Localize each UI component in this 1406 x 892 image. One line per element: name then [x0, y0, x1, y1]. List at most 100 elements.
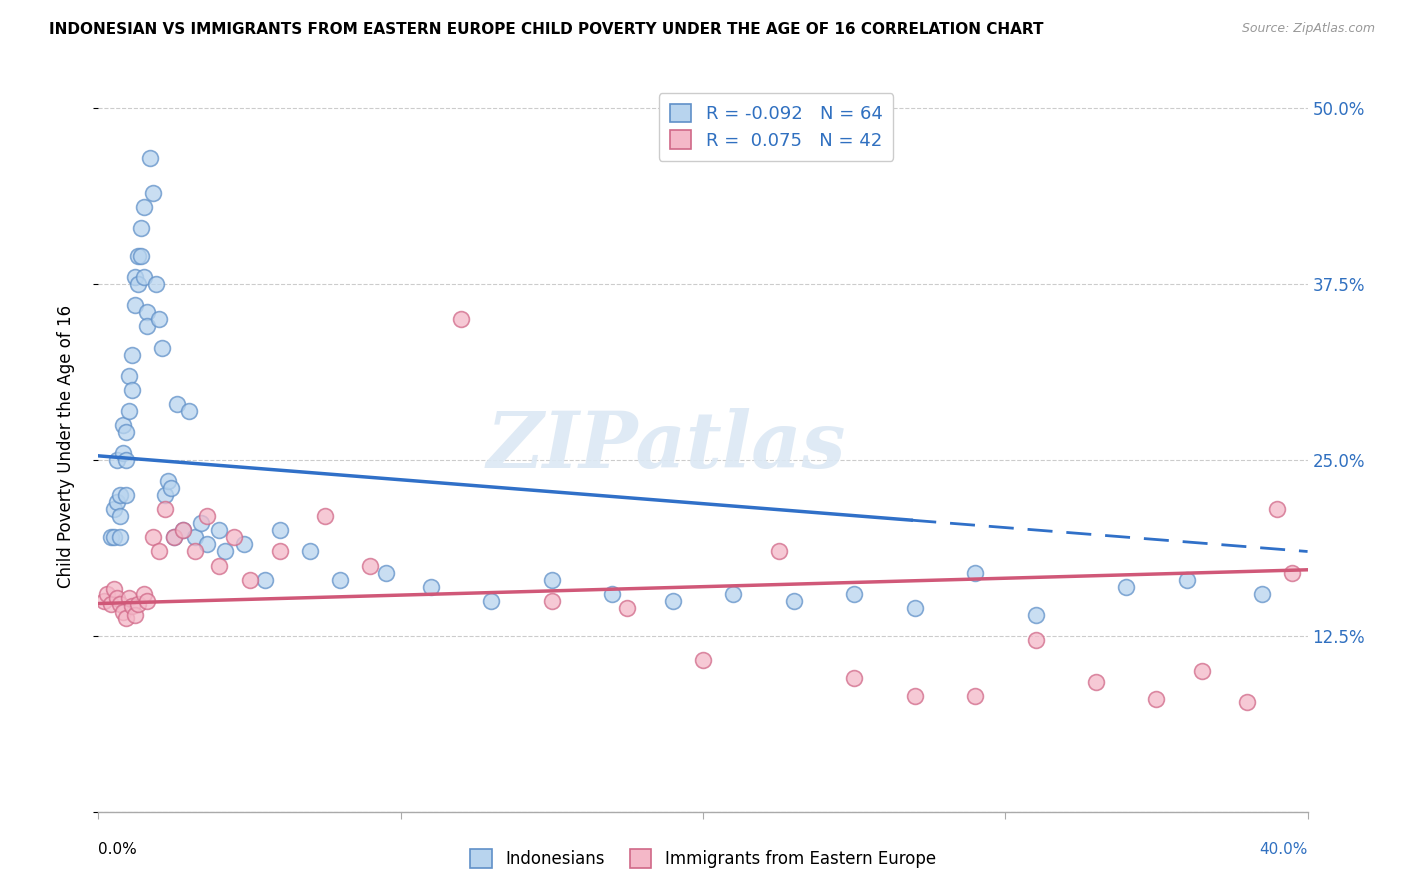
Point [153, 488, 176, 502]
Point [184, 544, 207, 558]
Point [127, 249, 149, 263]
Point [1085, 675, 1108, 690]
Point [661, 593, 683, 607]
Point [195, 537, 218, 551]
Point [150, 341, 173, 355]
Text: 40.0%: 40.0% [1260, 842, 1308, 857]
Point [540, 593, 562, 607]
Point [1236, 695, 1258, 709]
Point [616, 600, 638, 615]
Point [450, 312, 472, 326]
Text: Source: ZipAtlas.com: Source: ZipAtlas.com [1241, 22, 1375, 36]
Point [179, 404, 201, 418]
Point [195, 509, 218, 524]
Point [124, 270, 146, 285]
Point [100, 597, 122, 611]
Point [360, 558, 382, 573]
Point [1024, 633, 1046, 648]
Point [142, 530, 165, 544]
Point [172, 524, 194, 538]
Point [299, 544, 322, 558]
Point [329, 573, 352, 587]
Point [374, 566, 396, 580]
Point [108, 530, 131, 544]
Point [1144, 692, 1167, 706]
Point [129, 221, 152, 235]
Point [904, 600, 927, 615]
Point [420, 580, 443, 594]
Point [93, 593, 115, 607]
Point [135, 305, 157, 319]
Legend: R = -0.092   N = 64, R =  0.075   N = 42: R = -0.092 N = 64, R = 0.075 N = 42 [659, 93, 893, 161]
Legend: Indonesians, Immigrants from Eastern Europe: Indonesians, Immigrants from Eastern Eur… [464, 843, 942, 875]
Point [132, 270, 155, 285]
Point [148, 312, 170, 326]
Point [135, 319, 157, 334]
Point [692, 653, 714, 667]
Point [602, 587, 624, 601]
Point [105, 453, 128, 467]
Point [103, 582, 125, 597]
Point [965, 690, 987, 704]
Point [208, 558, 231, 573]
Point [121, 599, 143, 614]
Point [108, 488, 131, 502]
Point [540, 573, 562, 587]
Point [103, 530, 125, 544]
Point [269, 544, 291, 558]
Point [156, 474, 179, 488]
Point [114, 610, 136, 624]
Point [118, 404, 141, 418]
Point [118, 368, 141, 383]
Point [481, 593, 503, 607]
Point [1267, 502, 1289, 516]
Point [166, 397, 188, 411]
Point [114, 488, 136, 502]
Point [127, 597, 149, 611]
Point [965, 566, 987, 580]
Point [904, 690, 927, 704]
Point [124, 607, 146, 622]
Point [723, 587, 745, 601]
Point [153, 502, 176, 516]
Point [1191, 664, 1213, 678]
Point [1115, 580, 1137, 594]
Point [844, 587, 866, 601]
Point [96, 587, 118, 601]
Point [232, 537, 254, 551]
Point [100, 530, 122, 544]
Point [132, 587, 155, 601]
Point [148, 544, 170, 558]
Point [1175, 573, 1198, 587]
Point [124, 298, 146, 312]
Point [208, 524, 231, 538]
Point [139, 151, 162, 165]
Point [145, 277, 167, 292]
Point [111, 605, 134, 619]
Point [111, 446, 134, 460]
Point [1024, 607, 1046, 622]
Point [129, 249, 152, 263]
Point [108, 597, 131, 611]
Point [121, 348, 143, 362]
Point [114, 453, 136, 467]
Point [132, 200, 155, 214]
Point [1281, 566, 1303, 580]
Point [135, 593, 157, 607]
Point [163, 530, 186, 544]
Text: INDONESIAN VS IMMIGRANTS FROM EASTERN EUROPE CHILD POVERTY UNDER THE AGE OF 16 C: INDONESIAN VS IMMIGRANTS FROM EASTERN EU… [49, 22, 1043, 37]
Point [111, 417, 134, 432]
Text: 0.0%: 0.0% [98, 842, 138, 857]
Point [172, 524, 194, 538]
Point [844, 671, 866, 685]
Point [103, 502, 125, 516]
Point [184, 530, 207, 544]
Point [269, 524, 291, 538]
Point [127, 277, 149, 292]
Point [105, 495, 128, 509]
Point [214, 544, 236, 558]
Point [190, 516, 212, 531]
Point [224, 530, 246, 544]
Point [1251, 587, 1274, 601]
Point [163, 530, 186, 544]
